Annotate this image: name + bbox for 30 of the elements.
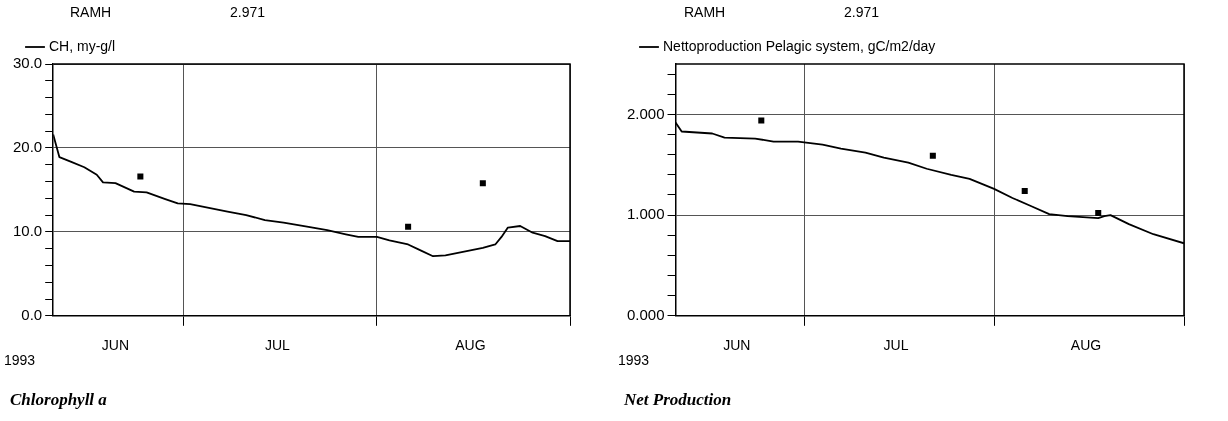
x-tick-label: JUN — [723, 337, 751, 354]
text: 1993 — [4, 352, 36, 368]
text: RAMH — [684, 4, 726, 20]
x-tick-label: JUL — [883, 337, 909, 354]
x-tick-label: JUN — [101, 337, 130, 354]
y-tick-label: 30.0 — [12, 54, 43, 72]
point — [1095, 210, 1102, 217]
y-tick-label: 0.0 — [21, 305, 43, 323]
text: 2.971 — [844, 4, 880, 20]
x-tick-label: JUL — [264, 337, 291, 354]
text: Chlorophyll a — [10, 390, 108, 410]
legend-label: CH, my-g/l — [49, 37, 116, 54]
y-tick-label: 0.000 — [626, 305, 665, 323]
point — [758, 117, 765, 124]
point — [479, 180, 486, 187]
y-tick-label: 2.000 — [626, 104, 665, 122]
point — [137, 173, 144, 180]
y-tick-label: 1.000 — [626, 205, 665, 223]
point — [929, 152, 936, 159]
text: Net Production — [623, 390, 732, 410]
x-tick-label: AUG — [1070, 337, 1102, 354]
legend-label: Nettoproduction Pelagic system, gC/m2/day — [663, 37, 936, 54]
y-tick-label: 10.0 — [12, 222, 43, 240]
point — [1021, 187, 1028, 194]
x-tick-label: AUG — [455, 337, 486, 354]
text: RAMH — [70, 4, 112, 20]
point — [405, 223, 412, 230]
text: 2.971 — [230, 4, 266, 20]
y-tick-label: 20.0 — [12, 138, 43, 156]
text: 1993 — [618, 352, 650, 368]
